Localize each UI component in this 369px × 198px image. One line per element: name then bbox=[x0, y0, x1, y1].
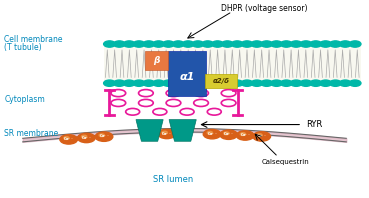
Circle shape bbox=[251, 41, 263, 47]
Circle shape bbox=[143, 80, 155, 86]
Circle shape bbox=[220, 130, 237, 139]
Circle shape bbox=[231, 80, 243, 86]
Circle shape bbox=[95, 132, 113, 141]
Bar bbox=[104, 46, 361, 81]
Circle shape bbox=[153, 80, 165, 86]
Circle shape bbox=[221, 80, 233, 86]
Circle shape bbox=[133, 41, 145, 47]
Circle shape bbox=[192, 41, 204, 47]
Circle shape bbox=[192, 80, 204, 86]
Circle shape bbox=[64, 137, 69, 139]
Text: Ca$^{2+}$: Ca$^{2+}$ bbox=[162, 130, 172, 138]
Circle shape bbox=[212, 80, 224, 86]
Circle shape bbox=[251, 80, 263, 86]
Text: Ca$^{2+}$: Ca$^{2+}$ bbox=[81, 134, 92, 142]
Text: DHPR (voltage sensor): DHPR (voltage sensor) bbox=[221, 4, 308, 13]
Circle shape bbox=[153, 41, 165, 47]
Circle shape bbox=[270, 80, 282, 86]
Circle shape bbox=[133, 80, 145, 86]
Text: SR lumen: SR lumen bbox=[154, 175, 194, 184]
FancyBboxPatch shape bbox=[145, 51, 168, 70]
Circle shape bbox=[320, 80, 331, 86]
Circle shape bbox=[82, 135, 87, 138]
Circle shape bbox=[280, 41, 292, 47]
Circle shape bbox=[123, 41, 135, 47]
Circle shape bbox=[104, 41, 115, 47]
Circle shape bbox=[77, 133, 95, 143]
Circle shape bbox=[207, 131, 213, 134]
Circle shape bbox=[270, 41, 282, 47]
Circle shape bbox=[202, 41, 214, 47]
Circle shape bbox=[320, 41, 331, 47]
Circle shape bbox=[212, 41, 224, 47]
Text: RYR: RYR bbox=[306, 120, 322, 129]
Text: Cell membrane: Cell membrane bbox=[4, 34, 63, 44]
Text: Ca$^{2+}$: Ca$^{2+}$ bbox=[63, 136, 74, 143]
Text: Ca$^{2+}$: Ca$^{2+}$ bbox=[256, 133, 267, 140]
Polygon shape bbox=[136, 120, 163, 141]
Text: SR membrane: SR membrane bbox=[4, 129, 59, 138]
Circle shape bbox=[236, 131, 254, 140]
Text: Ca$^{2+}$: Ca$^{2+}$ bbox=[223, 131, 234, 138]
FancyBboxPatch shape bbox=[205, 74, 237, 88]
Circle shape bbox=[257, 134, 262, 136]
Circle shape bbox=[290, 80, 302, 86]
Circle shape bbox=[203, 129, 221, 139]
Text: Ca$^{2+}$: Ca$^{2+}$ bbox=[240, 132, 251, 139]
Circle shape bbox=[339, 41, 351, 47]
Circle shape bbox=[339, 80, 351, 86]
Text: α1: α1 bbox=[180, 72, 195, 82]
Text: (T tubule): (T tubule) bbox=[4, 43, 42, 52]
Circle shape bbox=[290, 41, 302, 47]
Circle shape bbox=[104, 80, 115, 86]
Circle shape bbox=[261, 80, 273, 86]
Circle shape bbox=[280, 80, 292, 86]
Circle shape bbox=[113, 80, 125, 86]
Circle shape bbox=[60, 135, 77, 144]
Circle shape bbox=[182, 80, 194, 86]
Circle shape bbox=[300, 41, 312, 47]
Circle shape bbox=[162, 131, 167, 134]
Circle shape bbox=[240, 133, 246, 135]
Text: Ca$^{2+}$: Ca$^{2+}$ bbox=[207, 130, 217, 138]
Circle shape bbox=[113, 41, 125, 47]
Circle shape bbox=[300, 80, 312, 86]
Circle shape bbox=[241, 80, 253, 86]
Circle shape bbox=[224, 132, 229, 135]
Circle shape bbox=[349, 80, 361, 86]
Text: β: β bbox=[153, 56, 160, 65]
Circle shape bbox=[99, 134, 104, 137]
Circle shape bbox=[253, 132, 270, 141]
Text: Ca$^{2+}$: Ca$^{2+}$ bbox=[99, 133, 109, 140]
Circle shape bbox=[163, 80, 174, 86]
Text: Calsequestrin: Calsequestrin bbox=[262, 159, 310, 165]
Circle shape bbox=[202, 80, 214, 86]
Text: α2/δ: α2/δ bbox=[213, 78, 229, 84]
Circle shape bbox=[172, 80, 184, 86]
Circle shape bbox=[330, 41, 341, 47]
Circle shape bbox=[172, 41, 184, 47]
Circle shape bbox=[261, 41, 273, 47]
Circle shape bbox=[158, 129, 176, 139]
Polygon shape bbox=[169, 120, 196, 141]
Circle shape bbox=[123, 80, 135, 86]
Circle shape bbox=[330, 80, 341, 86]
Circle shape bbox=[231, 41, 243, 47]
Circle shape bbox=[182, 41, 194, 47]
Circle shape bbox=[310, 41, 322, 47]
Circle shape bbox=[241, 41, 253, 47]
FancyBboxPatch shape bbox=[168, 51, 206, 96]
Circle shape bbox=[310, 80, 322, 86]
Circle shape bbox=[221, 41, 233, 47]
Circle shape bbox=[143, 41, 155, 47]
Circle shape bbox=[163, 41, 174, 47]
Circle shape bbox=[349, 41, 361, 47]
Text: Cytoplasm: Cytoplasm bbox=[4, 94, 45, 104]
